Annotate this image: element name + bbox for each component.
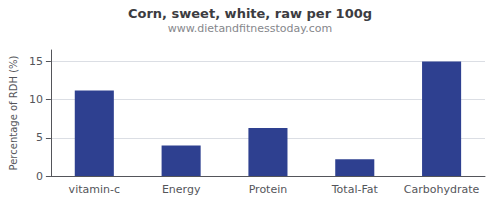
svg-text:Protein: Protein	[249, 183, 288, 196]
svg-text:Percentage of RDH (%): Percentage of RDH (%)	[8, 55, 19, 170]
svg-text:0: 0	[36, 170, 43, 183]
svg-text:Energy: Energy	[162, 183, 201, 196]
svg-text:5: 5	[36, 131, 43, 144]
svg-text:Corn, sweet, white, raw per 10: Corn, sweet, white, raw per 100g	[128, 6, 372, 21]
svg-text:vitamin-c: vitamin-c	[69, 183, 120, 196]
svg-text:10: 10	[29, 93, 43, 106]
svg-text:Carbohydrate: Carbohydrate	[404, 183, 480, 196]
svg-text:Total-Fat: Total-Fat	[331, 183, 379, 196]
svg-text:www.dietandfitnesstoday.com: www.dietandfitnesstoday.com	[168, 22, 332, 35]
svg-text:15: 15	[29, 55, 43, 68]
